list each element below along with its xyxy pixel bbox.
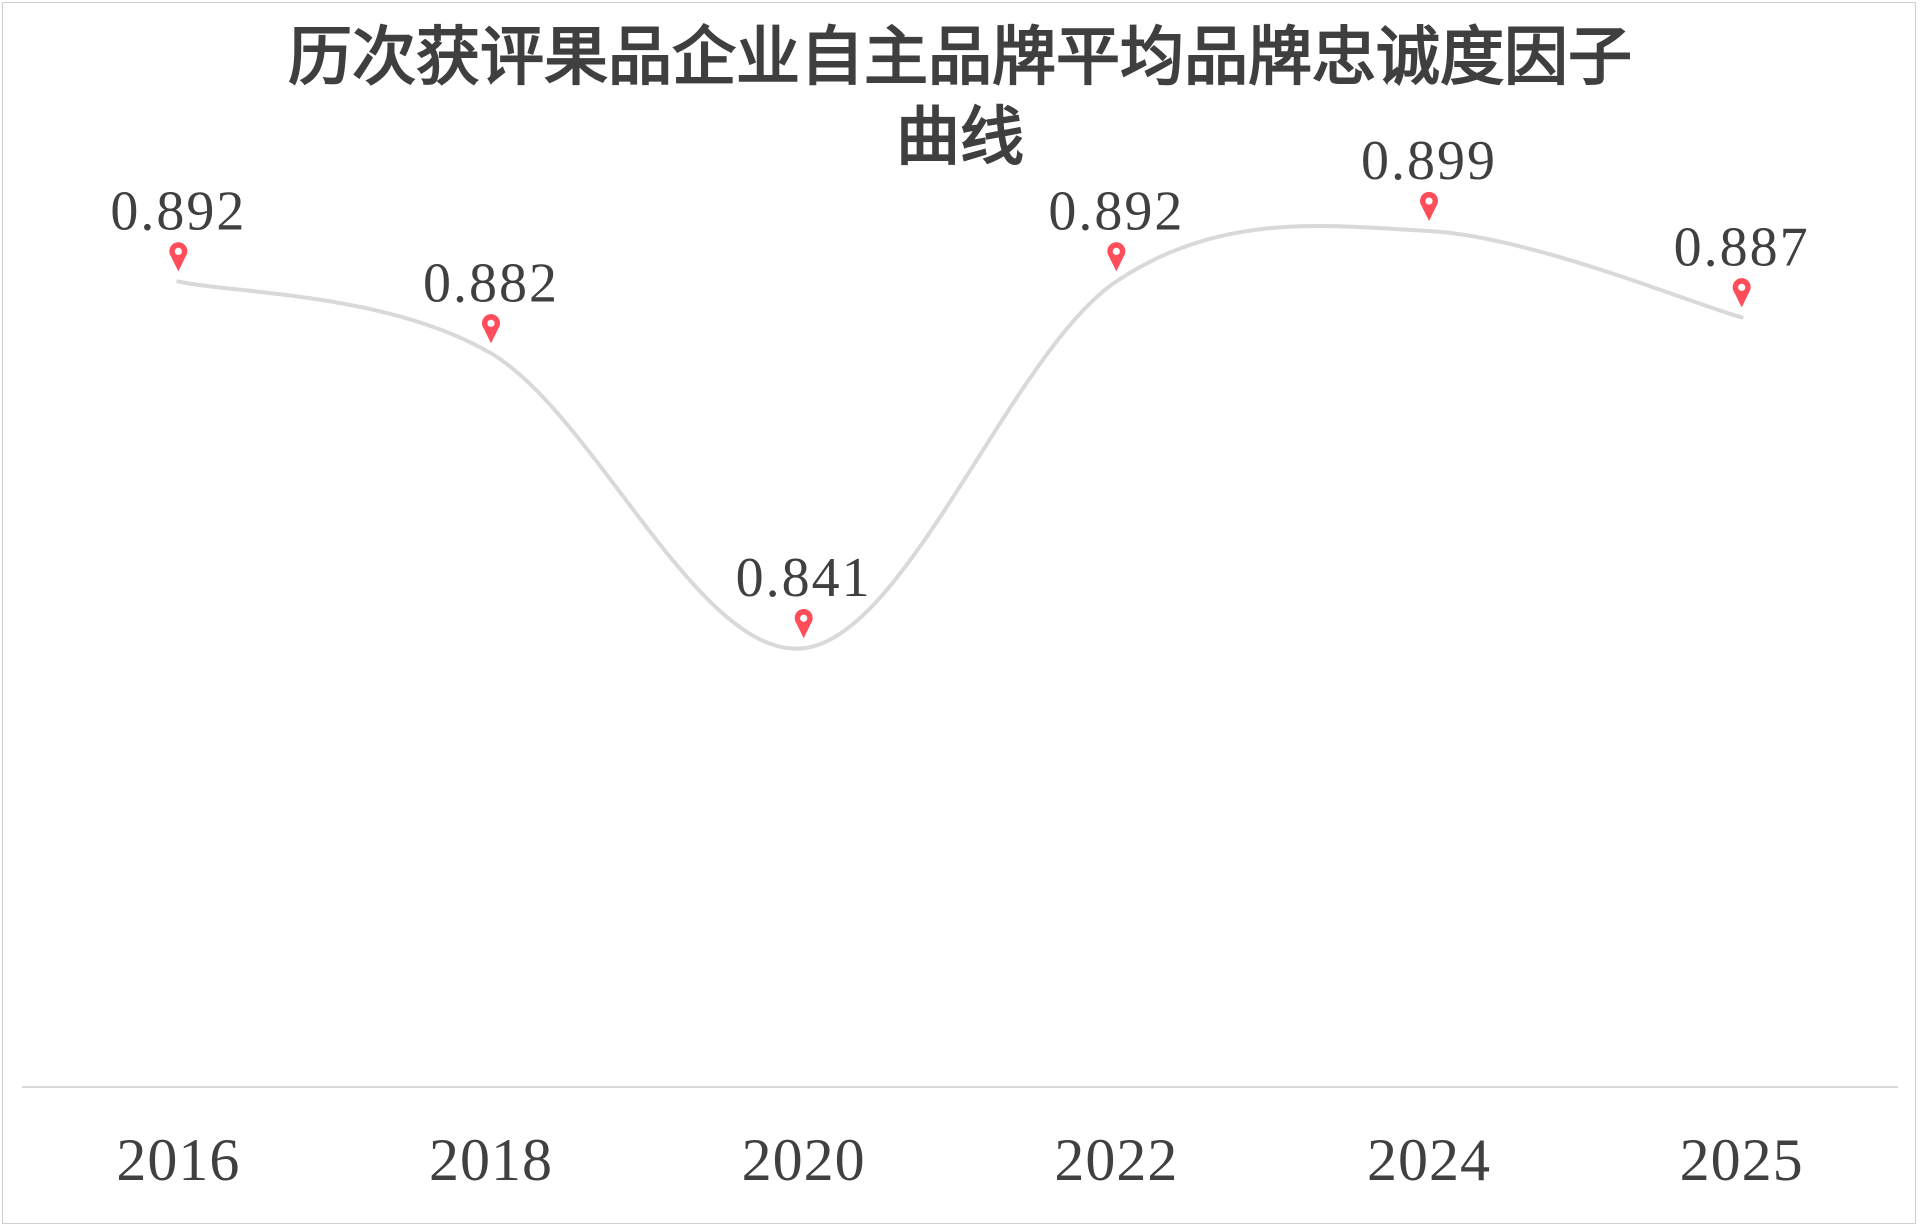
x-tick-label: 2018 — [429, 1127, 553, 1193]
data-label: 0.899 — [1361, 130, 1497, 192]
x-tick-label: 2022 — [1054, 1127, 1178, 1193]
map-pin-icon — [1732, 278, 1751, 308]
chart-title-line-2: 曲线 — [896, 100, 1024, 175]
x-tick-label: 2024 — [1367, 1127, 1491, 1193]
x-tick-label: 2025 — [1680, 1127, 1804, 1193]
chart-title: 历次获评果品企业自主品牌平均品牌忠诚度因子 曲线 — [0, 18, 1920, 178]
x-tick-label: 2016 — [116, 1127, 240, 1193]
data-label: 0.841 — [736, 547, 872, 609]
markers-group — [169, 191, 1751, 639]
data-label: 0.887 — [1674, 216, 1810, 278]
x-tick-labels-group: 2016 2018 2020 2022 2024 2025 — [116, 1127, 1804, 1193]
data-label: 0.882 — [423, 252, 559, 314]
map-pin-icon — [1107, 242, 1126, 272]
chart-title-line-1: 历次获评果品企业自主品牌平均品牌忠诚度因子 — [288, 20, 1632, 95]
series-line — [176, 223, 1744, 651]
map-pin-icon — [1419, 191, 1438, 222]
data-labels-group: 0.892 0.882 0.841 0.892 0.899 0.887 — [110, 130, 1810, 609]
x-tick-label: 2020 — [742, 1127, 866, 1193]
data-label: 0.892 — [110, 180, 246, 242]
map-pin-icon — [482, 314, 500, 344]
map-pin-icon — [794, 609, 813, 639]
data-label: 0.892 — [1048, 180, 1184, 242]
map-pin-icon — [169, 242, 188, 272]
